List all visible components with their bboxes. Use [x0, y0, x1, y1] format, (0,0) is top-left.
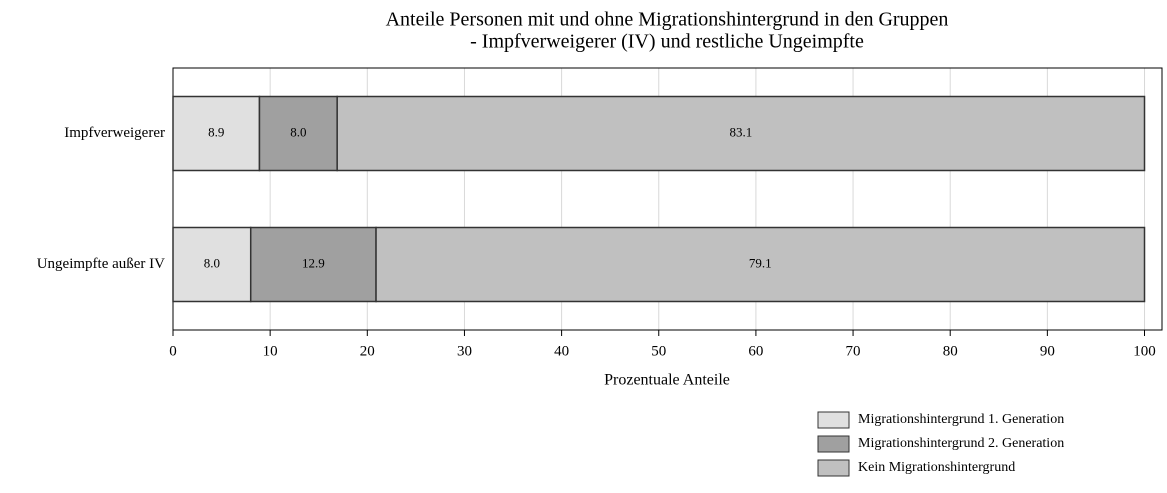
- bar-segment: [336, 95, 1146, 172]
- bar-segment: [172, 95, 261, 172]
- data-label: 79.1: [749, 255, 772, 270]
- x-tick-label: 30: [457, 343, 472, 359]
- x-tick-label: 60: [748, 343, 763, 359]
- data-label: 8.0: [204, 255, 220, 270]
- x-tick-label: 40: [554, 343, 569, 359]
- x-axis-label: Prozentuale Anteile: [604, 372, 730, 389]
- x-tick-label: 90: [1040, 343, 1055, 359]
- chart-title: - Impfverweigerer (IV) und restliche Ung…: [470, 31, 864, 53]
- x-tick-label: 10: [263, 343, 278, 359]
- legend-label: Kein Migrationshintergrund: [858, 460, 1015, 475]
- data-label: 83.1: [729, 124, 752, 139]
- plot-frame: [172, 67, 1163, 331]
- legend-label: Migrationshintergrund 2. Generation: [858, 436, 1064, 451]
- bar-segment: [249, 226, 377, 303]
- chart-title: Anteile Personen mit und ohne Migrations…: [386, 9, 949, 31]
- x-tick-label: 100: [1133, 343, 1156, 359]
- data-label: 8.9: [208, 124, 224, 139]
- bar-segment: [375, 226, 1146, 303]
- legend-swatch: [817, 411, 850, 429]
- y-tick-label: Ungeimpfte außer IV: [37, 256, 165, 272]
- bar-segment: [172, 226, 252, 303]
- legend-swatch: [817, 435, 850, 453]
- legend-swatch: [817, 459, 850, 477]
- y-tick-label: Impfverweigerer: [64, 125, 165, 141]
- data-label: 8.0: [290, 124, 306, 139]
- x-tick-label: 80: [943, 343, 958, 359]
- bar-segment: [258, 95, 338, 172]
- x-tick-label: 0: [169, 343, 177, 359]
- x-tick-label: 70: [846, 343, 861, 359]
- legend-label: Migrationshintergrund 1. Generation: [858, 412, 1064, 427]
- x-tick-label: 20: [360, 343, 375, 359]
- x-tick-label: 50: [651, 343, 666, 359]
- data-label: 12.9: [302, 255, 325, 270]
